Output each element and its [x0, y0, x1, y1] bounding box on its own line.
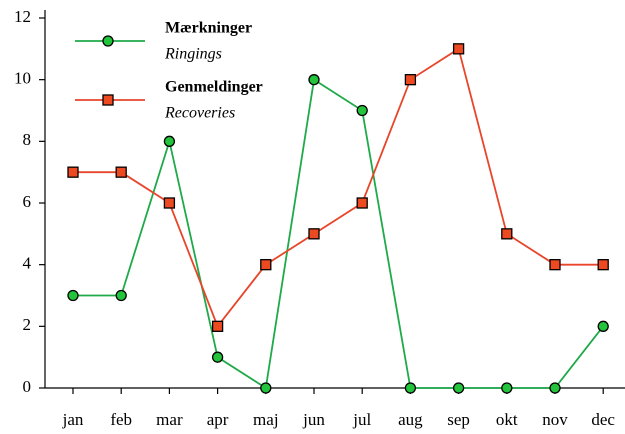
legend-name: Mærkninger: [165, 20, 252, 37]
marker: [102, 94, 114, 106]
x-tick-label: jun: [302, 410, 325, 429]
x-tick-label: okt: [496, 410, 518, 429]
x-tick-label: mar: [156, 410, 183, 429]
marker: [597, 320, 609, 332]
y-tick-label: 6: [23, 192, 32, 211]
marker: [260, 259, 272, 271]
legend-name: Genmeldinger: [165, 79, 263, 96]
marker: [597, 259, 609, 271]
x-tick-label: nov: [542, 410, 568, 429]
x-tick-label: maj: [253, 410, 279, 429]
marker: [404, 382, 417, 394]
marker: [501, 382, 513, 394]
x-tick-label: dec: [591, 410, 615, 429]
x-tick-label: jan: [62, 410, 84, 429]
marker: [67, 289, 79, 302]
y-tick-label: 0: [23, 377, 32, 396]
y-tick-label: 10: [14, 69, 31, 88]
marker: [67, 166, 79, 178]
marker: [115, 289, 127, 302]
y-tick-label: 8: [23, 130, 32, 149]
marker: [356, 197, 368, 209]
y-tick-label: 2: [23, 315, 32, 334]
series-line: [73, 47, 604, 329]
marker: [308, 228, 320, 240]
marker: [102, 35, 114, 47]
marker: [163, 135, 176, 147]
marker: [260, 382, 272, 394]
x-tick-label: sep: [447, 410, 470, 429]
series-line: [73, 78, 604, 390]
marker: [452, 43, 465, 55]
marker: [115, 166, 127, 178]
marker: [211, 320, 224, 332]
marker: [501, 228, 513, 240]
y-tick-label: 12: [14, 7, 31, 26]
x-tick-label: aug: [398, 410, 423, 429]
x-tick-label: jul: [352, 410, 371, 429]
x-tick-label: apr: [207, 410, 229, 429]
marker: [549, 382, 561, 394]
legend-translation: Ringings: [164, 46, 222, 63]
marker: [452, 382, 465, 394]
marker: [404, 74, 417, 86]
y-tick-label: 4: [23, 254, 32, 273]
marker: [308, 74, 320, 86]
x-tick-label: feb: [110, 410, 132, 429]
marker: [163, 197, 176, 209]
marker: [356, 104, 368, 117]
legend-translation: Recoveries: [164, 105, 235, 122]
marker: [211, 351, 224, 363]
marker: [549, 259, 561, 271]
